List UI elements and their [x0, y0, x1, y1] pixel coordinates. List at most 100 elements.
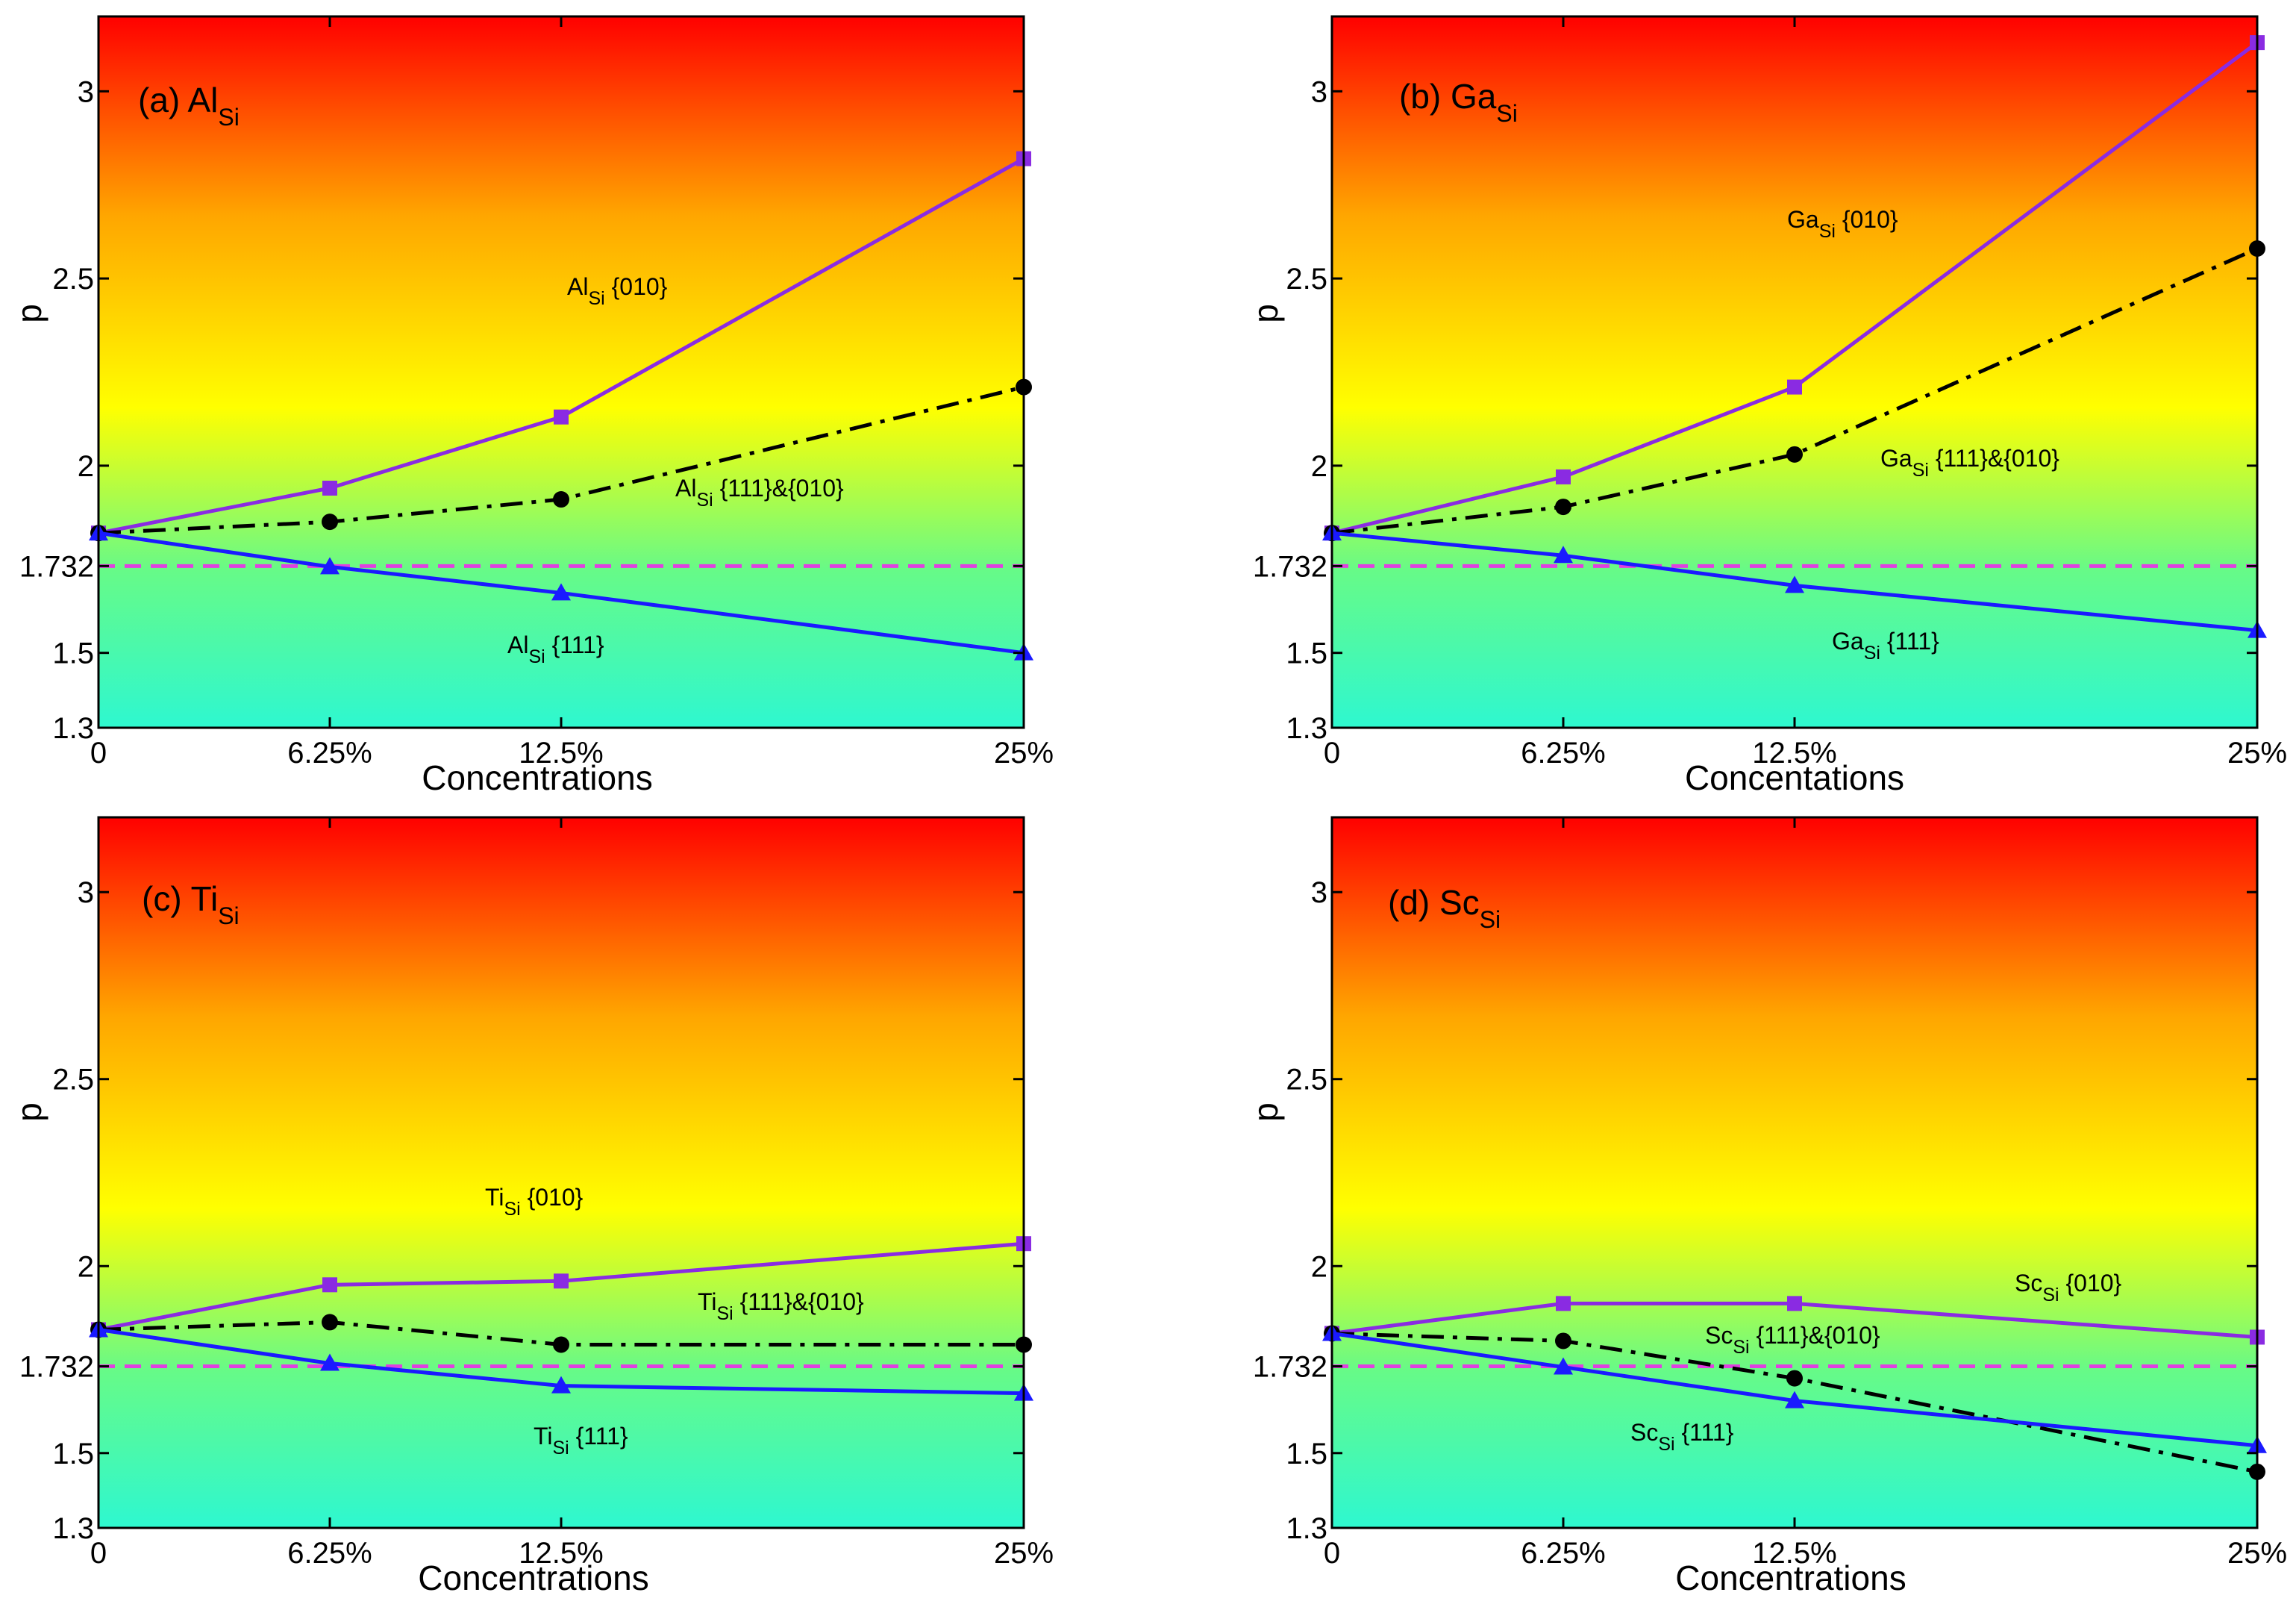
x-tick-label: 25% [2227, 737, 2287, 770]
series-label-s111: TiSi {111} [534, 1423, 628, 1458]
x-tick-label: 0 [1324, 1537, 1340, 1570]
y-tick-label: 1.5 [1286, 637, 1327, 670]
y-tick-label: 1.5 [1286, 1438, 1327, 1470]
x-tick-label: 12.5% [519, 737, 603, 770]
series-line-s111 [98, 531, 1025, 655]
series-line-s111 [98, 1327, 1025, 1396]
series-label-s111: GaSi {111} [1832, 628, 1939, 664]
y-tick-label: 1.3 [52, 1512, 94, 1545]
panel-title: (b) GaSi [1399, 77, 1518, 127]
y-tick-label: 1.732 [19, 1351, 94, 1384]
series-label-s010: AlSi {010} [567, 273, 668, 309]
marker-s111-2 [551, 583, 571, 601]
y-tick-label: 1.5 [52, 637, 94, 670]
marker-s111010-2 [553, 491, 569, 508]
marker-s010-2 [1787, 379, 1802, 395]
x-tick-label: 12.5% [1752, 1537, 1836, 1570]
y-axis-label: p [1246, 1102, 1285, 1122]
marker-s010-2 [1787, 1296, 1802, 1311]
marker-s111010-1 [1555, 499, 1571, 516]
panel-title: (d) ScSi [1388, 883, 1501, 933]
y-tick-label: 3 [78, 876, 94, 909]
y-tick-label: 2.5 [52, 1064, 94, 1096]
marker-s111-1 [320, 557, 340, 575]
series-label-s111010: TiSi {111}&{010} [698, 1288, 864, 1324]
marker-s111010-1 [322, 1314, 338, 1331]
y-axis-label: p [10, 1102, 49, 1122]
marker-s111-1 [320, 1353, 340, 1371]
panel-d: 1.3 1.5 1.732 2 2.5 3 0 6.25% 12.5% 25% Concentrat… [1246, 816, 2287, 1597]
series-line-s111010 [98, 385, 1025, 535]
y-tick-label: 2 [1311, 450, 1327, 483]
x-tick-label: 25% [994, 1537, 1054, 1570]
y-tick-label: 1.5 [52, 1438, 94, 1470]
y-tick-label: 2 [1311, 1250, 1327, 1283]
x-tick-label: 6.25% [287, 737, 372, 770]
marker-s111010-2 [1786, 446, 1803, 463]
series-label-s111010: AlSi {111}&{010} [675, 475, 844, 511]
x-tick-label: 0 [1324, 737, 1340, 770]
x-axis-label: Concentrations [422, 758, 652, 797]
series-line-s111010 [1331, 1331, 2258, 1474]
y-tick-label: 3 [1311, 75, 1327, 108]
panel-c: 1.3 1.5 1.732 2 2.5 3 0 6.25% 12.5% 25% Concentrat… [10, 816, 1054, 1597]
marker-s111-2 [1785, 575, 1804, 593]
series-line-s010 [1331, 1301, 2258, 1339]
series-label-s010: TiSi {010} [485, 1184, 584, 1220]
y-tick-label: 1.732 [1253, 550, 1327, 583]
x-axis-label: Concentations [1685, 758, 1904, 797]
series-label-s010: GaSi {010} [1787, 206, 1898, 242]
y-tick-label: 1.3 [52, 712, 94, 745]
series-label-s111: AlSi {111} [507, 631, 604, 667]
marker-s010-1 [322, 480, 337, 496]
marker-s010-2 [554, 409, 569, 425]
y-tick-label: 2 [78, 1250, 94, 1283]
series-label-s111: ScSi {111} [1630, 1419, 1734, 1455]
panel-b: 1.3 1.5 1.732 2 2.5 3 0 6.25% 12.5% 25% Concentati… [1246, 15, 2287, 797]
plot-background [1332, 817, 2257, 1528]
y-axis-label: p [1246, 304, 1285, 323]
series-line-s111010 [98, 1320, 1024, 1347]
marker-s111-1 [1554, 546, 1573, 564]
series-line-s010 [98, 1241, 1025, 1332]
x-tick-label: 25% [994, 737, 1054, 770]
marker-s010-1 [1556, 469, 1571, 484]
panel-title: (a) AlSi [138, 81, 240, 131]
panel-a: 1.3 1.5 1.732 2 2.5 3 0 6.25% 12.5% 25% Concentrat… [10, 15, 1054, 797]
x-tick-label: 0 [90, 1537, 107, 1570]
y-axis-label: p [10, 304, 49, 323]
series-line-s010 [98, 157, 1025, 535]
y-tick-label: 2.5 [1286, 263, 1327, 296]
marker-s111010-2 [1786, 1370, 1803, 1387]
x-tick-label: 12.5% [1752, 737, 1836, 770]
panel-title: (c) TiSi [142, 879, 240, 929]
series-label-s111010: GaSi {111}&{010} [1880, 445, 2059, 481]
x-tick-label: 6.25% [287, 1537, 372, 1570]
y-tick-label: 2 [78, 450, 94, 483]
marker-s111010-1 [322, 514, 338, 531]
marker-s010-2 [554, 1273, 569, 1289]
x-tick-label: 6.25% [1521, 737, 1605, 770]
x-tick-label: 12.5% [519, 1537, 603, 1570]
y-tick-label: 3 [78, 75, 94, 108]
x-tick-label: 0 [90, 737, 107, 770]
series-line-s111 [1331, 531, 2258, 633]
y-tick-label: 2.5 [52, 263, 94, 296]
series-line-s010 [1331, 41, 2259, 535]
marker-s111-1 [1554, 1357, 1573, 1375]
marker-s111-2 [1785, 1391, 1804, 1408]
x-tick-label: 25% [2227, 1537, 2287, 1570]
plot-background [98, 16, 1024, 728]
y-tick-label: 1.3 [1286, 1512, 1327, 1545]
series-label-s010: ScSi {010} [2015, 1270, 2122, 1305]
series-line-s111010 [1331, 246, 2259, 535]
x-tick-label: 6.25% [1521, 1537, 1605, 1570]
series-label-s111010: ScSi {111}&{010} [1705, 1322, 1880, 1358]
y-tick-label: 3 [1311, 876, 1327, 909]
marker-s010-1 [1556, 1296, 1571, 1311]
y-tick-label: 1.732 [19, 550, 94, 583]
y-tick-label: 1.732 [1253, 1351, 1327, 1384]
series-line-s111 [1331, 1331, 2258, 1448]
y-tick-label: 2.5 [1286, 1064, 1327, 1096]
